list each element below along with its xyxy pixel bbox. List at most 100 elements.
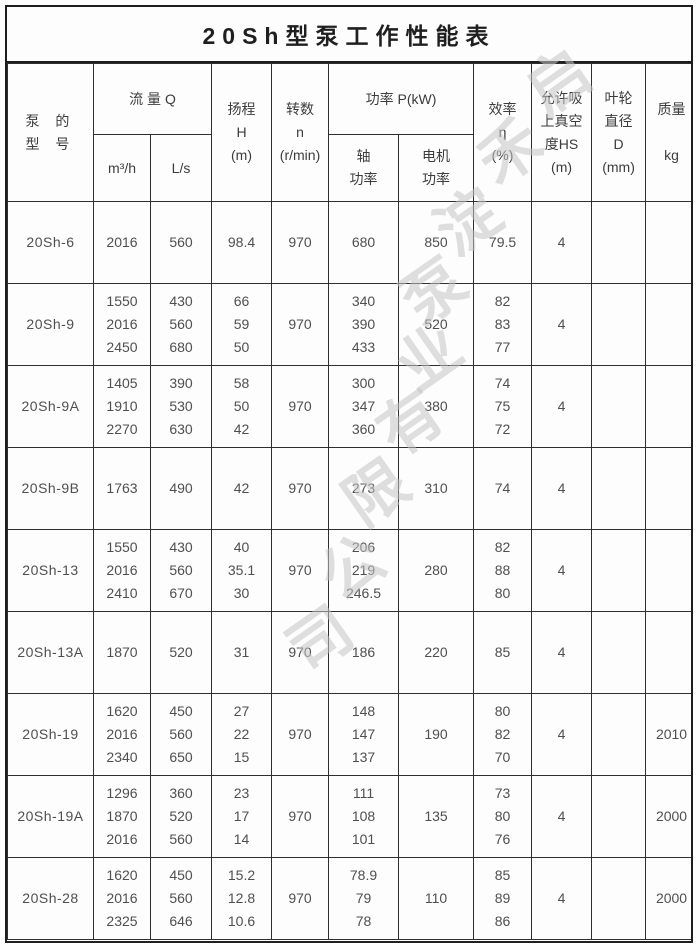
cell-speed: 970 [271,693,330,776]
cell-suction: 4 [531,447,593,530]
cell-model: 20Sh-9 [7,283,94,366]
cell-model: 20Sh-28 [7,857,94,940]
cell-efficiency: 82 83 77 [473,283,533,366]
mass-col-header: 质量 kg [645,63,691,202]
pump-performance-table: 泵 的 型 号 流 量 Q 扬程 H (m) 转数 n (r/min) 功率 P… [7,63,691,940]
shaft-power-subheader: 轴 功率 [328,134,400,202]
cell-mass: 2000 [645,775,691,858]
cell-m3h: 2016 [93,201,151,284]
cell-efficiency: 85 [473,611,533,694]
cell-motor-power: 190 [398,693,475,776]
cell-model: 20Sh-13 [7,529,94,612]
speed-col-header: 转数 n (r/min) [271,63,330,202]
table-row: 20Sh-13A 1870 520 31 970 186 220 85 4 [7,611,691,694]
cell-suction: 4 [531,775,593,858]
cell-efficiency: 74 75 72 [473,365,533,448]
cell-ls: 430 560 670 [149,529,213,612]
cell-shaft-power: 78.9 79 78 [328,857,400,940]
cell-motor-power: 520 [398,283,475,366]
cell-mass [645,365,691,448]
table-row: 20Sh-6 2016 560 98.4 970 680 850 79.5 4 [7,201,691,284]
cell-head: 27 22 15 [211,693,273,776]
cell-impeller [591,611,647,694]
cell-head: 98.4 [211,201,273,284]
cell-m3h: 1405 1910 2270 [93,365,151,448]
table-row: 20Sh-19 1620 2016 2340 450 560 650 27 22… [7,693,691,776]
cell-efficiency: 79.5 [473,201,533,284]
cell-speed: 970 [271,775,330,858]
table-row: 20Sh-9 1550 2016 2450 430 560 680 66 59 … [7,283,691,366]
cell-suction: 4 [531,693,593,776]
cell-ls: 520 [149,611,213,694]
cell-m3h: 1550 2016 2410 [93,529,151,612]
cell-suction: 4 [531,283,593,366]
cell-head: 58 50 42 [211,365,273,448]
cell-m3h: 1296 1870 2016 [93,775,151,858]
cell-shaft-power: 680 [328,201,400,284]
cell-suction: 4 [531,201,593,284]
cell-impeller [591,693,647,776]
cell-ls: 490 [149,447,213,530]
model-col-header: 泵 的 型 号 [7,63,94,202]
cell-m3h: 1550 2016 2450 [93,283,151,366]
cell-speed: 970 [271,201,330,284]
cell-mass [645,529,691,612]
cell-impeller [591,775,647,858]
cell-mass: 2000 [645,857,691,940]
cell-model: 20Sh-6 [7,201,94,284]
cell-speed: 970 [271,447,330,530]
cell-motor-power: 310 [398,447,475,530]
efficiency-col-header: 效率 η (%) [473,63,533,202]
cell-model: 20Sh-19A [7,775,94,858]
suction-col-header: 允许吸 上真空 度HS (m) [531,63,593,202]
cell-shaft-power: 340 390 433 [328,283,400,366]
table-row: 20Sh-9A 1405 1910 2270 390 530 630 58 50… [7,365,691,448]
cell-impeller [591,283,647,366]
cell-efficiency: 73 80 76 [473,775,533,858]
cell-shaft-power: 300 347 360 [328,365,400,448]
cell-mass [645,447,691,530]
head-col-header: 扬程 H (m) [211,63,273,202]
cell-impeller [591,529,647,612]
flow-m3h-subheader: m³/h [93,134,151,202]
cell-mass: 2010 [645,693,691,776]
cell-m3h: 1870 [93,611,151,694]
cell-head: 40 35.1 30 [211,529,273,612]
cell-model: 20Sh-9A [7,365,94,448]
cell-ls: 390 530 630 [149,365,213,448]
cell-impeller [591,447,647,530]
cell-speed: 970 [271,529,330,612]
cell-efficiency: 80 82 70 [473,693,533,776]
cell-motor-power: 110 [398,857,475,940]
cell-m3h: 1763 [93,447,151,530]
cell-shaft-power: 186 [328,611,400,694]
cell-mass [645,611,691,694]
flow-col-header: 流 量 Q [92,63,213,135]
cell-impeller [591,857,647,940]
cell-speed: 970 [271,283,330,366]
cell-suction: 4 [531,529,593,612]
motor-power-subheader: 电机 功率 [398,134,475,202]
cell-shaft-power: 206 219 246.5 [328,529,400,612]
cell-head: 23 17 14 [211,775,273,858]
cell-motor-power: 850 [398,201,475,284]
cell-suction: 4 [531,365,593,448]
cell-motor-power: 280 [398,529,475,612]
cell-impeller [591,201,647,284]
cell-m3h: 1620 2016 2340 [93,693,151,776]
cell-ls: 560 [149,201,213,284]
cell-ls: 450 560 650 [149,693,213,776]
cell-model: 20Sh-19 [7,693,94,776]
power-col-header: 功率 P(kW) [328,63,475,135]
cell-speed: 970 [271,857,330,940]
table-row: 20Sh-13 1550 2016 2410 430 560 670 40 35… [7,529,691,612]
cell-mass [645,201,691,284]
impeller-col-header: 叶轮 直径 D (mm) [591,63,647,202]
page-title: 20Sh型泵工作性能表 [7,7,691,63]
cell-efficiency: 82 88 80 [473,529,533,612]
cell-head: 66 59 50 [211,283,273,366]
cell-head: 42 [211,447,273,530]
cell-m3h: 1620 2016 2325 [93,857,151,940]
cell-mass [645,283,691,366]
cell-model: 20Sh-9B [7,447,94,530]
